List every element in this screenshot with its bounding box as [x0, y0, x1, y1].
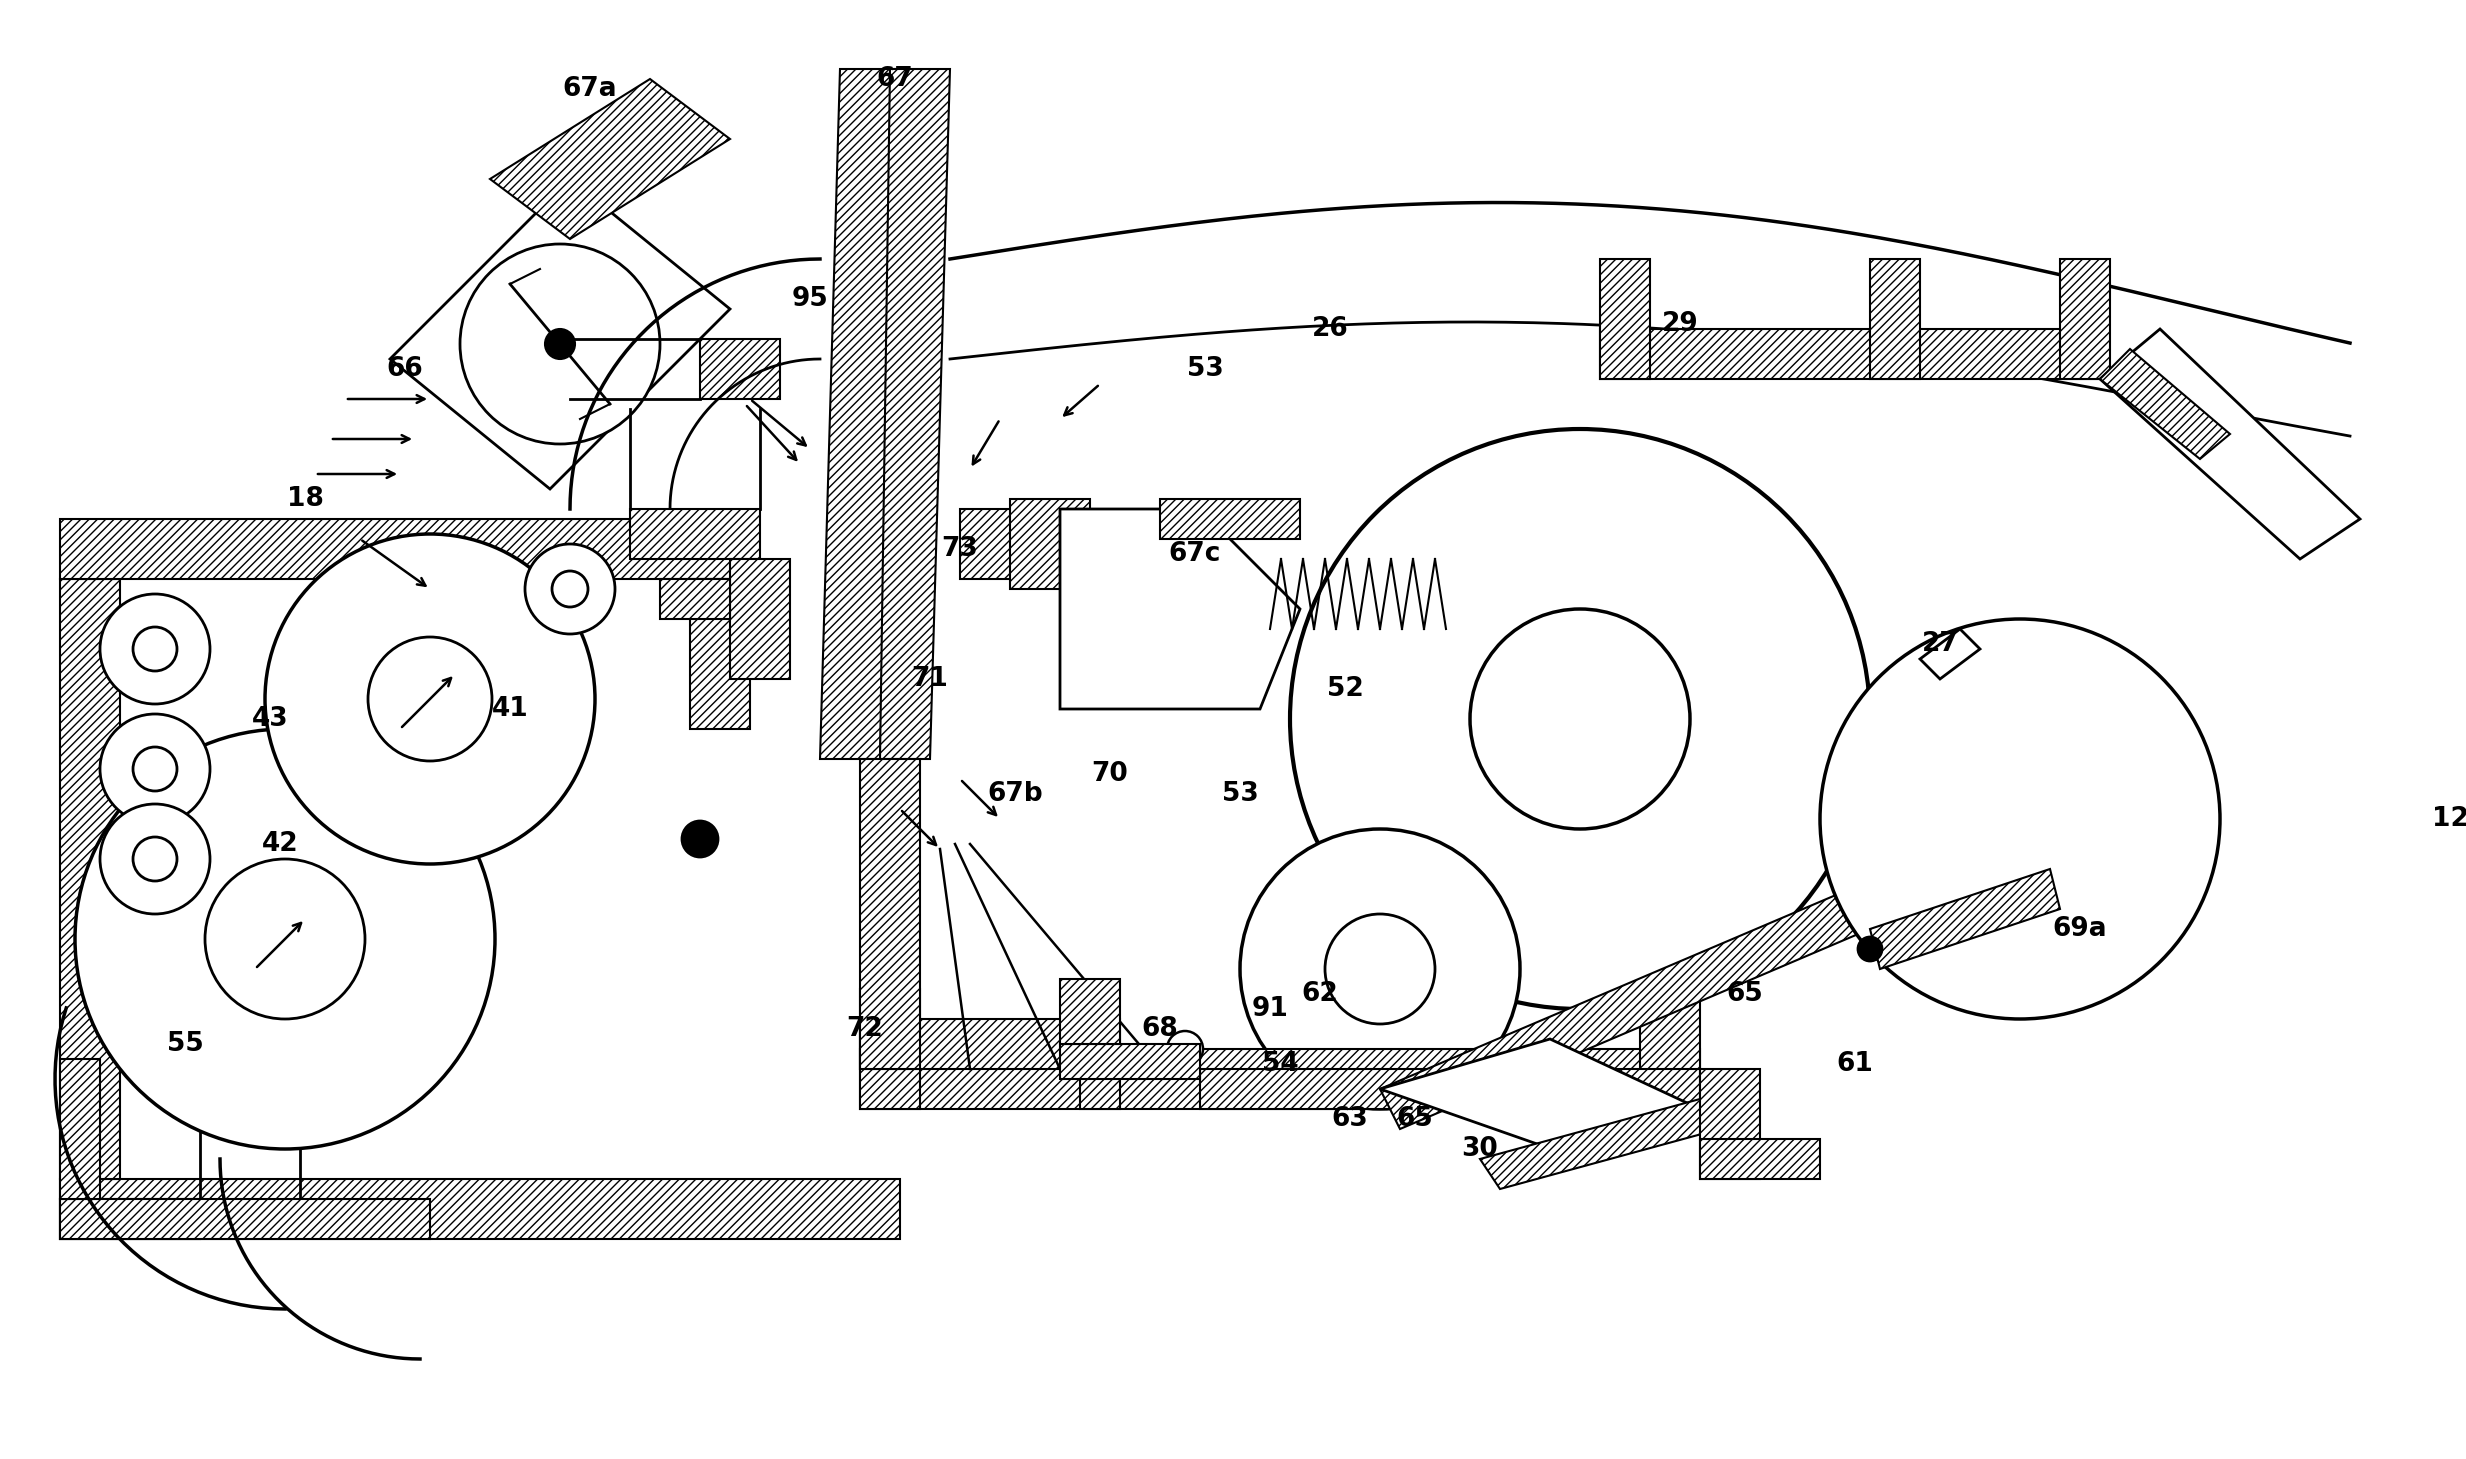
- Polygon shape: [59, 1199, 200, 1239]
- Text: 65: 65: [1726, 980, 1763, 1007]
- Polygon shape: [1381, 889, 1869, 1129]
- Text: 71: 71: [912, 665, 949, 692]
- Polygon shape: [1600, 328, 2101, 379]
- Polygon shape: [861, 1049, 1699, 1109]
- Polygon shape: [629, 509, 760, 559]
- Circle shape: [1470, 608, 1689, 829]
- Circle shape: [1820, 619, 2219, 1018]
- Polygon shape: [1159, 499, 1300, 538]
- Circle shape: [461, 244, 661, 444]
- Text: 41: 41: [491, 696, 528, 722]
- Polygon shape: [1381, 1039, 1699, 1158]
- Polygon shape: [730, 559, 789, 678]
- Text: 53: 53: [1221, 781, 1258, 807]
- Polygon shape: [59, 519, 750, 579]
- Circle shape: [1983, 700, 2059, 778]
- Polygon shape: [1699, 1069, 1761, 1179]
- Text: 43: 43: [252, 706, 289, 732]
- Text: 70: 70: [1092, 762, 1129, 786]
- Text: 67c: 67c: [1169, 541, 1221, 568]
- Polygon shape: [1060, 979, 1120, 1045]
- Polygon shape: [2059, 260, 2111, 379]
- Text: 29: 29: [1662, 311, 1699, 337]
- Polygon shape: [59, 1199, 429, 1239]
- Circle shape: [133, 837, 178, 881]
- Circle shape: [1857, 937, 1882, 961]
- Text: 54: 54: [1263, 1050, 1297, 1077]
- Text: 67: 67: [875, 66, 912, 92]
- Polygon shape: [861, 989, 920, 1109]
- Polygon shape: [861, 759, 920, 1069]
- Polygon shape: [59, 1059, 101, 1199]
- Circle shape: [133, 747, 178, 791]
- Polygon shape: [1480, 1099, 1719, 1189]
- Polygon shape: [1921, 629, 1980, 678]
- Text: 66: 66: [387, 356, 424, 382]
- Text: 95: 95: [792, 286, 829, 312]
- Polygon shape: [1201, 1069, 1699, 1109]
- Text: 68: 68: [1142, 1015, 1179, 1042]
- Text: 52: 52: [1327, 676, 1364, 702]
- Polygon shape: [59, 1179, 900, 1239]
- Polygon shape: [700, 338, 779, 398]
- Circle shape: [74, 730, 496, 1150]
- Polygon shape: [959, 509, 1060, 579]
- Circle shape: [545, 328, 575, 359]
- Polygon shape: [1869, 870, 2059, 969]
- Circle shape: [1166, 1032, 1203, 1067]
- Polygon shape: [690, 579, 750, 730]
- Text: 73: 73: [942, 535, 979, 562]
- Text: 18: 18: [286, 486, 323, 512]
- Text: 63: 63: [1332, 1106, 1369, 1132]
- Polygon shape: [1869, 260, 1921, 379]
- Polygon shape: [59, 579, 121, 1179]
- Polygon shape: [1640, 989, 1699, 1109]
- Text: 12: 12: [2431, 805, 2466, 832]
- Text: 62: 62: [1302, 980, 1339, 1007]
- Polygon shape: [821, 69, 900, 759]
- Circle shape: [101, 713, 210, 824]
- Circle shape: [525, 544, 614, 635]
- Text: 27: 27: [1921, 630, 1958, 657]
- Text: 72: 72: [846, 1015, 883, 1042]
- Polygon shape: [880, 69, 949, 759]
- Circle shape: [101, 594, 210, 705]
- Circle shape: [133, 627, 178, 671]
- Text: 67a: 67a: [562, 76, 616, 102]
- Circle shape: [1921, 639, 2121, 839]
- Text: 67b: 67b: [986, 781, 1043, 807]
- Text: 53: 53: [1186, 356, 1223, 382]
- Text: 26: 26: [1312, 317, 1349, 341]
- Circle shape: [1290, 429, 1869, 1010]
- Polygon shape: [491, 79, 730, 239]
- Polygon shape: [390, 179, 730, 489]
- Text: 55: 55: [168, 1032, 202, 1056]
- Polygon shape: [1060, 509, 1300, 709]
- Circle shape: [367, 638, 493, 762]
- Polygon shape: [1060, 1045, 1201, 1080]
- Text: 30: 30: [1462, 1137, 1499, 1161]
- Polygon shape: [2101, 349, 2229, 460]
- Polygon shape: [2101, 328, 2360, 559]
- Circle shape: [264, 534, 594, 864]
- Polygon shape: [1699, 1139, 1820, 1179]
- Text: 91: 91: [1253, 996, 1287, 1021]
- Text: 42: 42: [261, 832, 298, 856]
- Polygon shape: [661, 579, 730, 619]
- Circle shape: [205, 859, 365, 1018]
- Text: 69a: 69a: [2052, 916, 2108, 943]
- Circle shape: [552, 570, 587, 607]
- Text: 61: 61: [1837, 1050, 1874, 1077]
- Text: 65: 65: [1396, 1106, 1433, 1132]
- Polygon shape: [1600, 260, 1650, 379]
- Circle shape: [1983, 861, 2059, 937]
- Circle shape: [683, 821, 718, 856]
- Polygon shape: [1080, 1018, 1120, 1109]
- Polygon shape: [1011, 499, 1090, 589]
- Circle shape: [101, 804, 210, 913]
- Polygon shape: [861, 1018, 1080, 1069]
- Circle shape: [1240, 829, 1519, 1109]
- Circle shape: [1921, 800, 2121, 999]
- Circle shape: [1324, 913, 1435, 1024]
